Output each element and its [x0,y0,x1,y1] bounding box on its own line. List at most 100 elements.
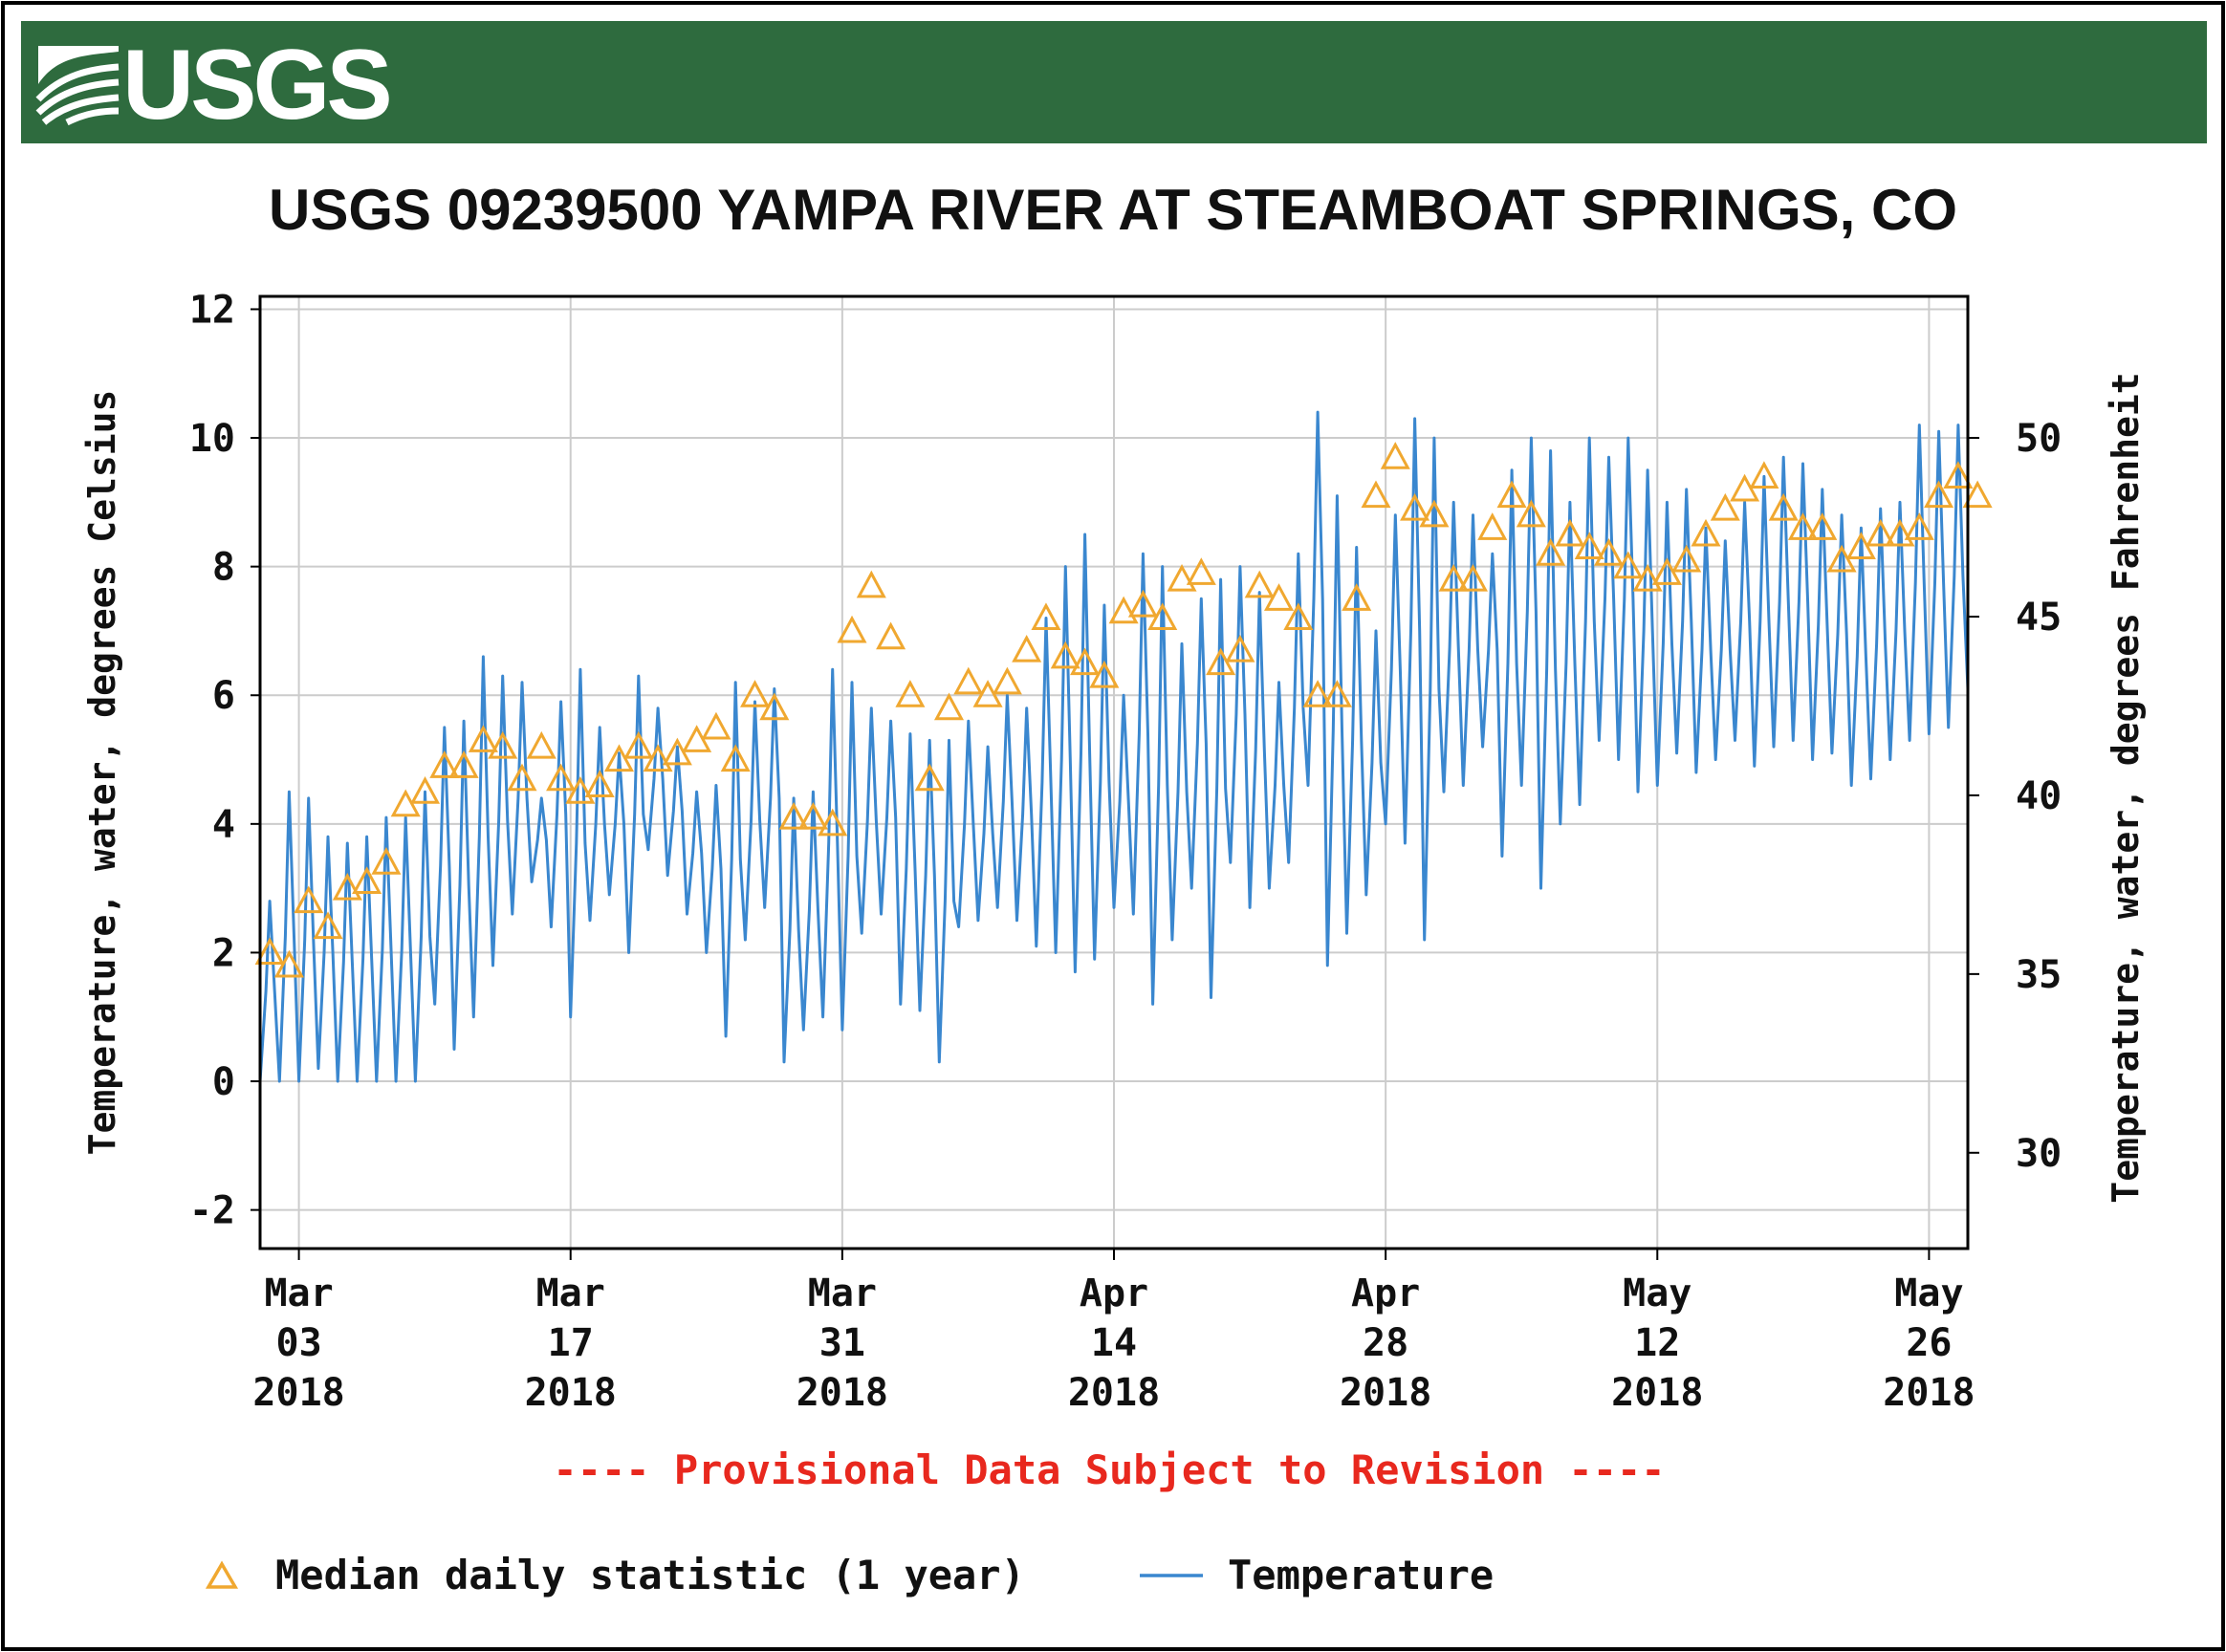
median-marker [1012,634,1042,663]
median-marker [1904,512,1934,540]
provisional-note: ---- Provisional Data Subject to Revisio… [553,1446,1665,1493]
median-marker [1302,680,1333,707]
median-marker [1671,544,1702,573]
median-marker [1400,492,1430,521]
median-marker [623,730,654,759]
x-tick-label: 31 [819,1321,865,1365]
x-tick-label: 2018 [797,1371,888,1415]
y-right-tick-label: 45 [2016,596,2062,640]
median-marker [720,744,751,772]
y-axis-left-ticks: -2 0 2 4 6 8 10 12 [189,288,260,1233]
median-marker [1787,512,1819,540]
median-marker [1342,583,1372,611]
y-axis-right-ticks: 30 35 40 45 50 [1968,417,2062,1176]
median-marker [1632,563,1663,592]
median-marker [1536,538,1566,566]
median-marker [1477,512,1508,540]
usgs-logo-text: USGS [122,30,389,141]
median-marker [1419,499,1450,528]
median-marker [740,680,771,707]
y-tick-label: 12 [189,288,235,332]
median-marker [1361,480,1391,509]
y-tick-label: -2 [189,1189,235,1233]
median-marker [1807,512,1838,540]
legend-median-label: Median daily statistic (1 year) [275,1552,1025,1598]
y-right-tick-label: 50 [2016,417,2062,461]
median-marker [759,692,790,721]
median-marker [1768,492,1799,521]
median-marker [313,911,343,940]
median-marker [856,570,886,598]
median-marker [914,763,945,792]
x-tick-label: 26 [1906,1321,1952,1365]
median-marker [1885,518,1915,547]
median-marker [546,763,577,792]
median-marker [526,730,556,759]
median-marker [1691,518,1721,547]
y-tick-label: 6 [212,674,235,718]
temperature-series [258,410,1970,1083]
median-marker [1283,602,1314,631]
x-tick-label: 03 [276,1321,322,1365]
median-marker [1167,563,1197,592]
y-tick-label: 10 [189,417,235,461]
x-tick-label: 2018 [252,1371,344,1415]
median-marker [701,711,731,740]
median-marker [837,615,867,643]
median-marker [1147,602,1178,631]
median-marker [1555,518,1585,547]
chart-title: USGS 09239500 YAMPA RIVER AT STEAMBOAT S… [269,178,1957,242]
y-tick-label: 0 [212,1060,235,1104]
x-tick-label: May [1894,1272,1963,1315]
median-marker [643,744,673,772]
median-marker [953,666,984,695]
median-marker [876,621,906,650]
median-marker [1594,538,1625,566]
median-marker [1962,480,1993,509]
median-marker [584,770,615,798]
median-marker [992,666,1022,695]
median-marker [1710,492,1740,521]
median-marker [1943,461,1974,489]
median-marker [1050,641,1080,669]
median-marker [1457,563,1488,592]
x-tick-label: 2018 [1611,1371,1703,1415]
median-marker [409,776,441,804]
y-tick-label: 8 [212,546,235,590]
y-tick-label: 4 [212,803,235,847]
median-marker [933,692,965,721]
median-marker [1031,602,1061,631]
x-axis-ticks: Mar 03 2018 Mar 17 2018 Mar 31 2018 Apr 14 2018 Apr 2… [252,1249,1975,1415]
header-bar [21,21,2207,143]
median-marker [1186,557,1216,585]
median-marker [1225,634,1255,663]
median-marker [1924,480,1954,509]
median-marker [1108,596,1139,624]
x-tick-label: 17 [548,1321,594,1365]
x-tick-label: 2018 [1340,1371,1431,1415]
x-tick-label: 2018 [1068,1371,1160,1415]
median-marker [1574,532,1604,560]
y-axis-label-right: Temperature, water, degrees Fahrenheit [2105,372,2147,1203]
x-tick-label: 12 [1634,1321,1680,1365]
y-right-tick-label: 40 [2016,774,2062,818]
plot-area: -2 0 2 4 6 8 10 12 30 35 40 45 50 Mar 03 2018 Mar 17 201… [189,288,2062,1415]
y-axis-label-left: Temperature, water, degrees Celsius [81,390,123,1156]
median-marker [448,750,479,778]
median-marker [1089,660,1120,688]
x-tick-label: Mar [536,1272,605,1315]
x-tick-label: 14 [1091,1321,1137,1365]
x-tick-label: 2018 [525,1371,617,1415]
legend-temperature-label: Temperature [1228,1552,1494,1598]
median-marker [778,801,809,830]
x-tick-label: 2018 [1883,1371,1975,1415]
median-marker [1866,518,1896,547]
median-marker [1244,570,1275,598]
median-marker [371,847,402,875]
x-tick-label: 28 [1363,1321,1408,1365]
x-tick-label: Mar [808,1272,877,1315]
median-marker [332,872,362,901]
median-marker [254,937,285,965]
median-marker [507,763,537,792]
